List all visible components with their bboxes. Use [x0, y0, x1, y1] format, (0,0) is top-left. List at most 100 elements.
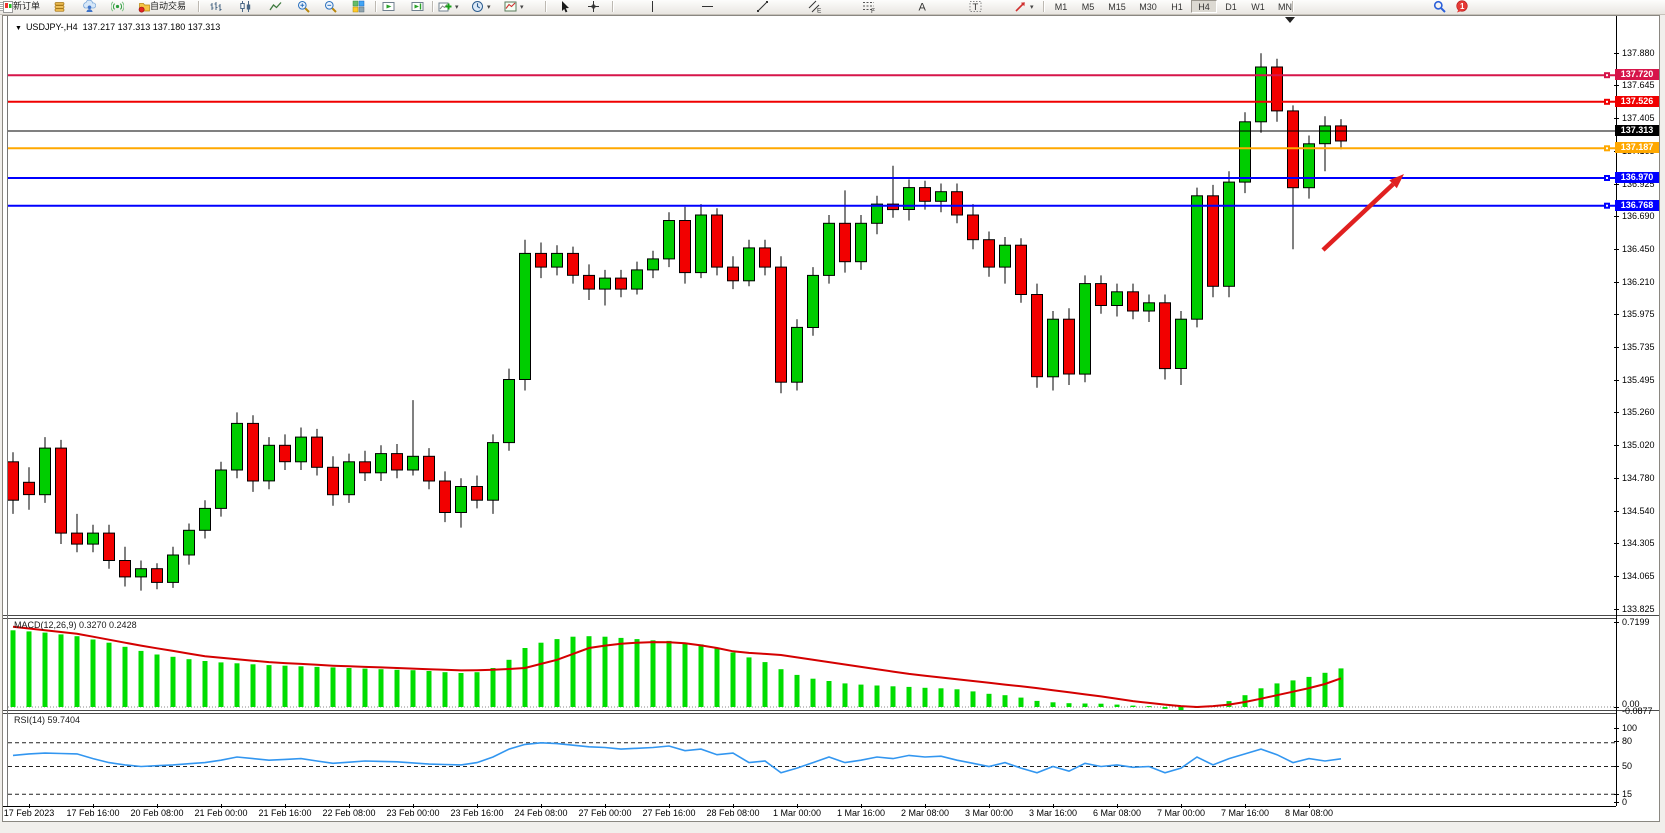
axis-tick: [1614, 707, 1619, 708]
axis-tick: [1614, 184, 1619, 185]
timeframe-button-h4[interactable]: H4: [1191, 0, 1217, 13]
time-label: 3 Mar 16:00: [1028, 808, 1078, 818]
new-order-icon[interactable]: [1, 0, 15, 13]
axis-label: 133.825: [1622, 604, 1655, 614]
hline-price-badge[interactable]: 136.970: [1615, 172, 1659, 183]
horizontal-line-tool-icon[interactable]: [700, 0, 714, 13]
axis-label: 134.540: [1622, 506, 1655, 516]
text-tool-icon[interactable]: A: [915, 0, 929, 14]
template-icon[interactable]: [503, 0, 517, 13]
pane-separator[interactable]: [3, 710, 1659, 711]
axis-label: 136.210: [1622, 277, 1655, 287]
vertical-line-tool-icon[interactable]: [645, 0, 659, 13]
template-caret[interactable]: ▾: [520, 4, 524, 11]
time-label: 20 Feb 08:00: [130, 808, 184, 818]
axis-label: 0: [1622, 797, 1628, 807]
pane-separator[interactable]: [3, 713, 1616, 714]
add-indicator-icon[interactable]: [438, 0, 452, 13]
hline-price-badge[interactable]: 137.187: [1615, 142, 1659, 153]
timeframe-button-m30[interactable]: M30: [1139, 1, 1157, 12]
axis-label: 137.405: [1622, 113, 1655, 123]
axis-label: 80: [1622, 736, 1633, 746]
equidistant-channel-tool-icon[interactable]: E: [808, 0, 822, 13]
current-price-badge[interactable]: 137.313: [1615, 125, 1659, 136]
svg-text:T: T: [972, 2, 978, 13]
axis-label: 136.450: [1622, 244, 1655, 254]
hline-price-badge[interactable]: 137.526: [1615, 96, 1659, 107]
axis-tick: [1614, 53, 1619, 54]
toolbar-separator: [432, 1, 433, 12]
price-axis-border: [1616, 16, 1617, 806]
timeframe-button-d1[interactable]: D1: [1225, 1, 1237, 12]
main-toolbar: 新订单 自动交易: [0, 0, 1665, 15]
signals-icon[interactable]: [110, 0, 124, 13]
axis-tick: [1614, 347, 1619, 348]
add-indicator-caret[interactable]: ▾: [455, 4, 459, 11]
axis-tick: [1614, 794, 1619, 795]
svg-text:E: E: [817, 8, 822, 14]
cursor-tool-icon[interactable]: [558, 0, 572, 13]
axis-tick: [1614, 118, 1619, 119]
time-label: 23 Feb 00:00: [386, 808, 440, 818]
time-label: 7 Mar 00:00: [1156, 808, 1206, 818]
time-label: 28 Feb 08:00: [706, 808, 760, 818]
crosshair-tool-icon[interactable]: [586, 0, 600, 13]
time-label: 1 Mar 00:00: [772, 808, 822, 818]
axis-label: 134.305: [1622, 538, 1655, 548]
zoom-out-icon[interactable]: [323, 0, 337, 13]
new-order-button[interactable]: 新订单: [13, 1, 41, 11]
plot-left-border: [7, 16, 8, 806]
macd-pane[interactable]: [8, 618, 1616, 710]
timeframe-button-m15[interactable]: M15: [1108, 1, 1126, 12]
community-profile-icon[interactable]: [82, 0, 96, 13]
time-tick: [93, 804, 94, 808]
tile-windows-icon[interactable]: [351, 0, 365, 13]
period-caret[interactable]: ▾: [487, 4, 491, 11]
timeframe-button-w1[interactable]: W1: [1251, 1, 1265, 12]
line-chart-mode-icon[interactable]: [268, 0, 282, 13]
arrows-tool-icon[interactable]: [1013, 0, 1027, 13]
history-center-icon[interactable]: [52, 0, 66, 13]
chart-shift-icon[interactable]: [410, 0, 424, 13]
time-label: 3 Mar 00:00: [964, 808, 1014, 818]
axis-label: 137.880: [1622, 48, 1655, 58]
axis-label: 136.690: [1622, 211, 1655, 221]
zoom-in-icon[interactable]: [296, 0, 310, 13]
arrows-caret[interactable]: ▾: [1030, 4, 1034, 11]
timeframe-button-mn[interactable]: MN: [1278, 1, 1292, 12]
search-icon[interactable]: [1432, 0, 1446, 13]
autotrade-icon[interactable]: [137, 0, 151, 13]
hline-price-badge[interactable]: 136.768: [1615, 200, 1659, 211]
timeframe-button-m1[interactable]: M1: [1054, 1, 1068, 12]
pane-separator[interactable]: [3, 615, 1659, 616]
toolbar-drag-handle[interactable]: [0, 2, 3, 11]
axis-tick: [1614, 314, 1619, 315]
pane-separator[interactable]: [3, 618, 1616, 619]
text-label-tool-icon[interactable]: T: [968, 0, 982, 13]
chart-shift-marker[interactable]: [1285, 17, 1295, 23]
candlestick-mode-icon[interactable]: [238, 0, 252, 13]
price-pane[interactable]: [8, 16, 1616, 616]
time-tick: [221, 804, 222, 808]
auto-scroll-icon[interactable]: [381, 0, 395, 13]
svg-text:F: F: [871, 8, 875, 13]
fibonacci-tool-icon[interactable]: F: [862, 0, 876, 13]
timeframe-button-m5[interactable]: M5: [1081, 1, 1095, 12]
axis-label: 15: [1622, 789, 1633, 799]
period-clock-icon[interactable]: [470, 0, 484, 13]
time-tick: [541, 804, 542, 808]
time-axis-line: [3, 806, 1616, 807]
autotrade-button[interactable]: 自动交易: [150, 1, 187, 11]
bar-chart-mode-icon[interactable]: [208, 0, 222, 13]
axis-label: -0.0877: [1622, 706, 1653, 716]
notifications-icon[interactable]: 1: [1455, 0, 1469, 13]
axis-tick: [1614, 216, 1619, 217]
timeframe-button-h1[interactable]: H1: [1171, 1, 1183, 12]
axis-tick: [1614, 282, 1619, 283]
rsi-label: RSI(14) 59.7404: [14, 715, 81, 725]
chart-title-collapse-icon[interactable]: ▼: [15, 25, 22, 32]
hline-price-badge[interactable]: 137.720: [1615, 69, 1659, 80]
trendline-tool-icon[interactable]: [755, 0, 769, 13]
rsi-pane[interactable]: [8, 713, 1616, 806]
